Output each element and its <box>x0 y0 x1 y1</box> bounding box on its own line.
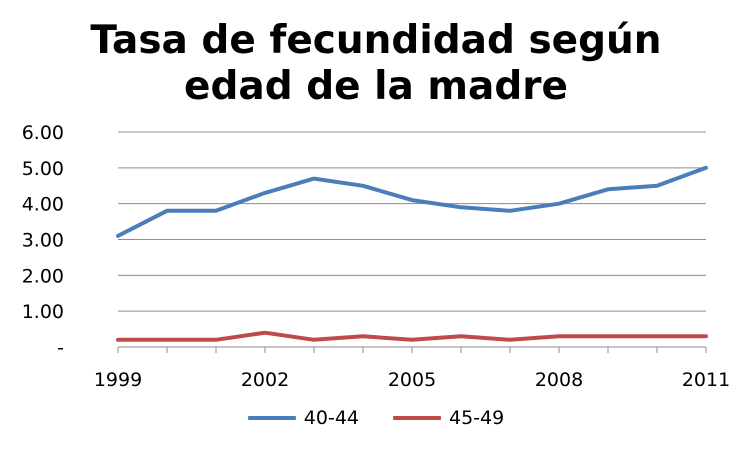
x-tick-label: 1999 <box>94 369 142 391</box>
y-tick-label: 3.00 <box>22 230 64 252</box>
y-tick-label: 2.00 <box>22 265 64 287</box>
gridlines <box>118 131 706 312</box>
y-tick-label: 1.00 <box>22 301 64 323</box>
tick-labels: - 1.00 2.00 3.00 4.00 5.00 6.00 1999 2002 2005 200… <box>22 122 730 391</box>
axes <box>117 346 707 353</box>
x-tick-label: 2002 <box>241 369 289 391</box>
chart-title-line-2: edad de la madre <box>184 64 568 109</box>
series-line-40-44 <box>116 165 708 238</box>
series-lines <box>116 165 708 342</box>
legend-item-45-49[interactable]: 45-49 <box>393 407 504 429</box>
legend-swatch-40-44 <box>247 416 296 420</box>
y-tick-label: 6.00 <box>22 122 64 144</box>
y-tick-label: 4.00 <box>22 194 64 216</box>
x-tick-label: 2005 <box>388 369 436 391</box>
chart-title-line-1: Tasa de fecundidad según <box>90 18 662 63</box>
x-tick-label: 2011 <box>682 369 730 391</box>
y-tick-label: 5.00 <box>22 158 64 180</box>
legend: 40-44 45-49 <box>0 403 752 433</box>
y-tick-label: - <box>57 337 64 359</box>
chart-title: Tasa de fecundidad según edad de la madr… <box>0 18 752 110</box>
series-line-45-49 <box>116 330 708 342</box>
legend-swatch-45-49 <box>393 416 441 420</box>
legend-label-45-49: 45-49 <box>449 407 505 429</box>
x-tick-label: 2008 <box>535 369 583 391</box>
legend-label-40-44: 40-44 <box>303 407 359 429</box>
legend-item-40-44[interactable]: 40-44 <box>247 407 359 429</box>
